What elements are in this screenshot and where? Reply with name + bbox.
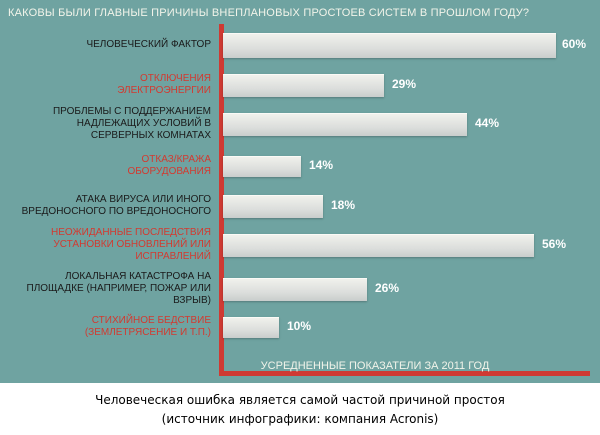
value-label-5: 18% [331,198,356,212]
bar-4 [223,156,301,177]
value-label-6: 56% [542,237,567,251]
category-label-6: НЕОЖИДАННЫЕ ПОСЛЕДСТВИЯ УСТАНОВКИ ОБНОВЛЕ… [51,227,211,262]
bar-7 [223,278,367,301]
category-label-1: ЧЕЛОВЕЧЕСКИЙ ФАКТОР [86,39,211,50]
category-label-8: СТИХИЙНОЕ БЕДСТВИЕ (ЗЕМЛЕТРЯСЕНИЕ И Т.П.) [84,315,211,338]
bar-2 [223,74,384,97]
chart-title: КАКОВЫ БЫЛИ ГЛАВНЫЕ ПРИЧИНЫ ВНЕПЛАНОВЫХ … [8,7,530,19]
value-axis-line [219,371,590,376]
x-axis-label: УСРЕДНЕННЫЕ ПОКАЗАТЕЛИ ЗА 2011 ГОД [260,360,490,372]
category-label-5: АТАКА ВИРУСА ИЛИ ИНОГО ВРЕДОНОСНОГО ПО ВР… [21,194,211,217]
category-label-4: ОТКАЗ/КРАЖА ОБОРУДОВАНИЯ [127,154,211,177]
bar-5 [223,195,323,218]
bar-3 [223,113,467,136]
value-label-8: 10% [287,319,312,333]
category-label-3: ПРОБЛЕМЫ С ПОДДЕРЖАНИЕМ НАДЛЕЖАЩИХ УСЛОВИ… [52,106,211,141]
bar-6 [223,234,534,257]
category-axis-line [219,24,224,376]
caption-line-2: (источник инфографики: компания Acronis) [161,412,439,426]
value-label-7: 26% [375,281,400,295]
value-label-1: 60% [562,37,587,51]
image-caption: Человеческая ошибка является самой часто… [0,391,600,429]
value-label-4: 14% [309,158,334,172]
category-label-7: ЛОКАЛЬНАЯ КАТАСТРОФА НА ПЛОЩАДКЕ (НАПРИМЕ… [26,271,211,306]
caption-line-1: Человеческая ошибка является самой часто… [95,393,505,407]
bar-1 [223,33,556,58]
category-label-2: ОТКЛЮЧЕНИЯ ЭЛЕКТРОЭНЕРГИИ [117,73,211,96]
value-label-2: 29% [392,77,417,91]
bar-8 [223,317,279,338]
infographic: КАКОВЫ БЫЛИ ГЛАВНЫЕ ПРИЧИНЫ ВНЕПЛАНОВЫХ … [0,0,600,383]
value-label-3: 44% [475,116,500,130]
